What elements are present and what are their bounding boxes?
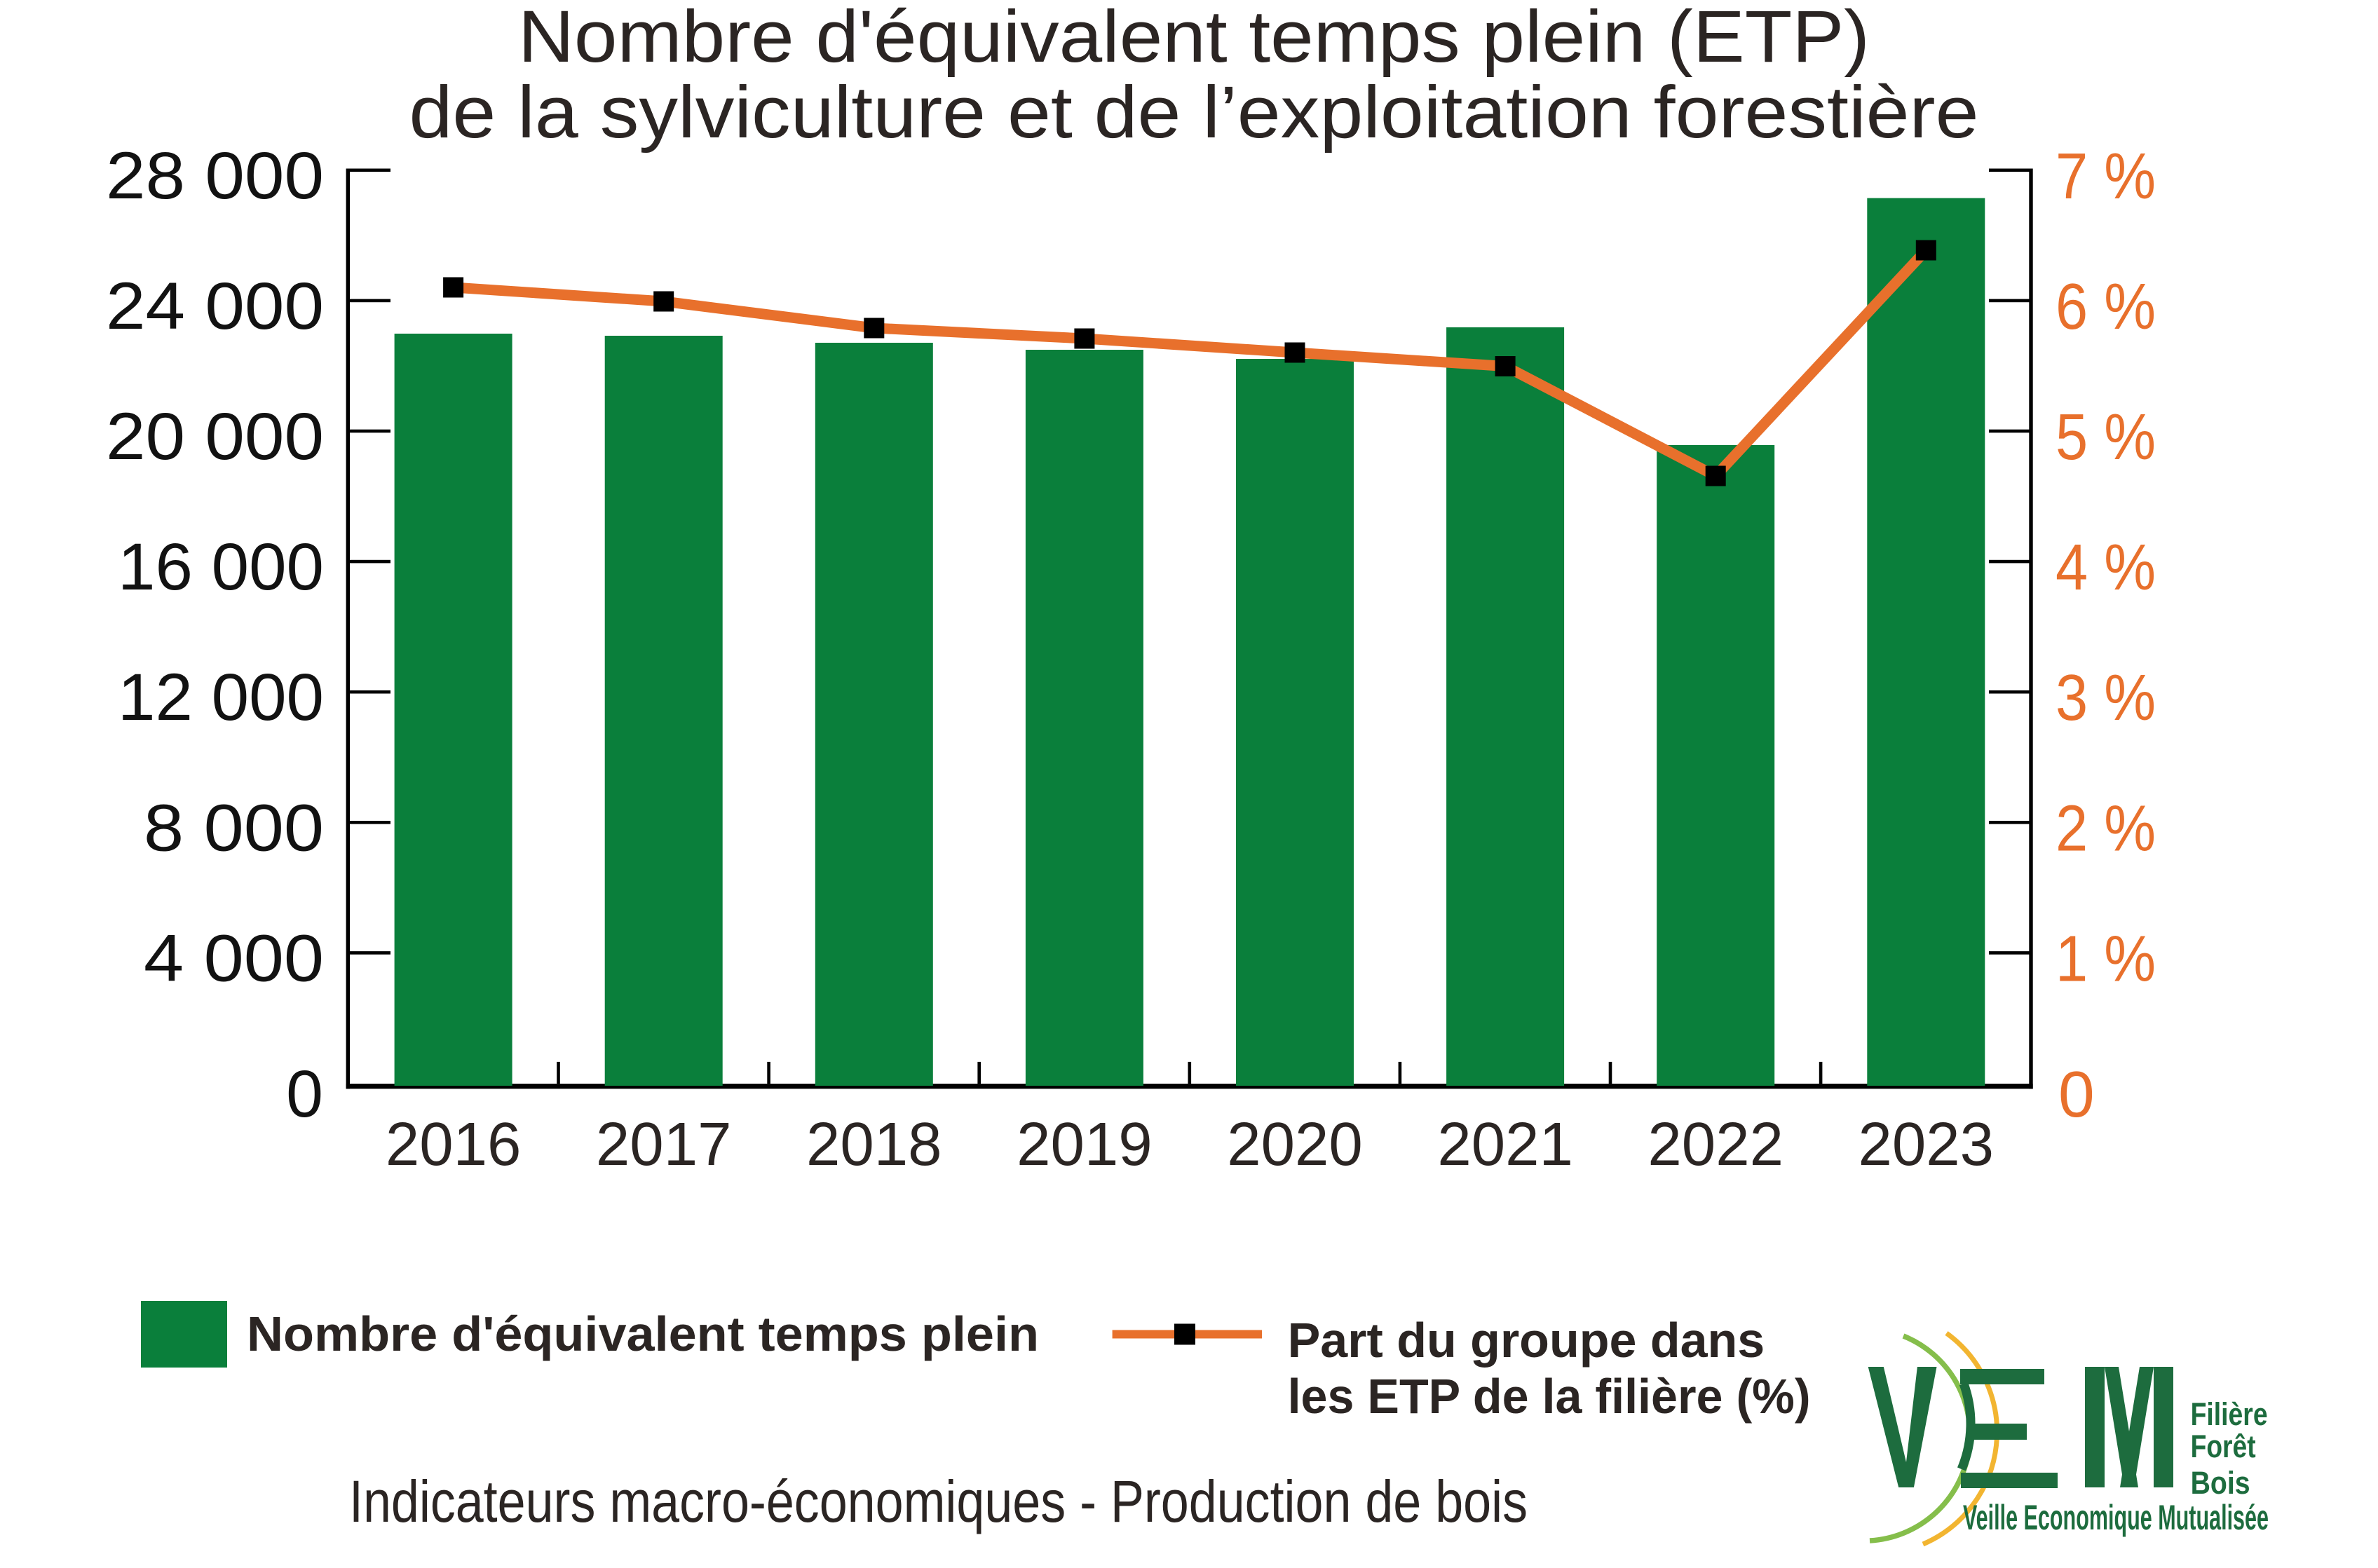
svg-text:Veille Economique Mutualisée: Veille Economique Mutualisée (1963, 1498, 2269, 1537)
svg-text:2019: 2019 (1017, 1110, 1153, 1178)
svg-text:5 %: 5 % (2056, 400, 2156, 473)
svg-text:Filière: Filière (2191, 1396, 2268, 1432)
svg-text:Indicateurs macro-économiques: Indicateurs macro-économiques - Producti… (349, 1468, 1528, 1534)
svg-text:24 000: 24 000 (106, 269, 324, 343)
svg-text:Nombre d'équivalent temps plei: Nombre d'équivalent temps plein (ETP) (518, 0, 1870, 78)
svg-text:0: 0 (286, 1057, 323, 1131)
svg-text:2023: 2023 (1859, 1110, 1995, 1178)
svg-text:12 000: 12 000 (118, 660, 324, 735)
svg-text:les ETP de la filière (%): les ETP de la filière (%) (1288, 1369, 1811, 1424)
svg-text:2022: 2022 (1647, 1110, 1784, 1178)
svg-text:2016: 2016 (386, 1110, 522, 1178)
svg-text:2020: 2020 (1227, 1110, 1363, 1178)
svg-text:8 000: 8 000 (144, 791, 324, 865)
svg-text:0: 0 (2058, 1058, 2095, 1131)
svg-text:7 %: 7 % (2056, 139, 2156, 212)
svg-text:Nombre d'équivalent temps plei: Nombre d'équivalent temps plein (247, 1307, 1039, 1361)
svg-text:Part du groupe dans: Part du groupe dans (1288, 1313, 1765, 1368)
svg-text:Bois: Bois (2191, 1465, 2250, 1501)
svg-text:2 %: 2 % (2056, 791, 2156, 864)
svg-text:de la sylviculture et de l’exp: de la sylviculture et de l’exploitation … (409, 71, 1979, 154)
svg-text:Forêt: Forêt (2191, 1429, 2256, 1464)
svg-text:4 %: 4 % (2056, 531, 2156, 604)
svg-text:2017: 2017 (596, 1110, 732, 1178)
svg-text:16 000: 16 000 (118, 530, 324, 604)
svg-text:3 %: 3 % (2056, 661, 2156, 734)
svg-text:2018: 2018 (806, 1110, 942, 1178)
svg-text:28 000: 28 000 (106, 139, 324, 213)
svg-text:1 %: 1 % (2056, 922, 2156, 995)
svg-text:6 %: 6 % (2056, 270, 2156, 343)
svg-text:20 000: 20 000 (106, 400, 324, 474)
svg-text:4 000: 4 000 (144, 921, 324, 995)
svg-text:2021: 2021 (1437, 1110, 1573, 1178)
